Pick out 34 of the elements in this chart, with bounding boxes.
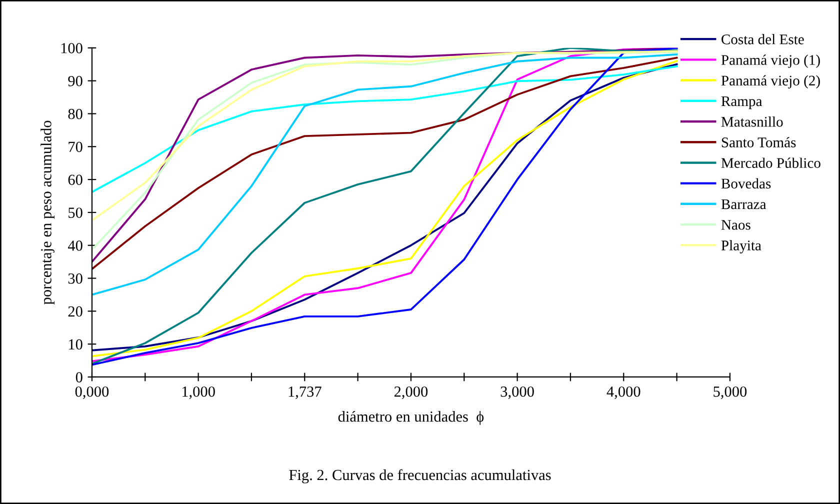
legend-label: Mercado Público bbox=[721, 158, 820, 168]
y-tick-label: 80 bbox=[68, 108, 82, 120]
legend-label: Barraza bbox=[721, 199, 766, 210]
y-tick-label: 20 bbox=[68, 306, 82, 317]
y-tick-label: 100 bbox=[61, 43, 82, 54]
y-tick-label: 40 bbox=[68, 240, 82, 251]
y-tick-label: 0 bbox=[76, 372, 82, 382]
y-tick-label: 30 bbox=[68, 273, 82, 284]
legend-label: Costa del Este bbox=[722, 34, 804, 44]
legend-label: Santo Tomás bbox=[722, 137, 796, 148]
legend-label: Bovedas bbox=[721, 178, 771, 189]
y-axis-title: porcentaje en peso acumulado bbox=[40, 120, 54, 304]
legend-label: Panamá viejo (1) bbox=[721, 54, 820, 68]
y-tick-label: 50 bbox=[68, 208, 82, 218]
legend-label: Rampa bbox=[721, 96, 762, 110]
x-tick-label: 1,000 bbox=[182, 386, 215, 399]
line-series bbox=[92, 65, 678, 194]
legend-label: Playita bbox=[721, 240, 762, 254]
x-tick-label: 4,000 bbox=[606, 386, 640, 399]
caption: Fig. 2. Curvas de frecuencias acumulativas bbox=[289, 469, 551, 484]
x-tick-label: 3,000 bbox=[500, 386, 534, 399]
x-tick-label: 5,000 bbox=[714, 386, 747, 399]
x-tick-label: 0,000 bbox=[75, 386, 109, 399]
x-tick-label: 1,737 bbox=[288, 386, 322, 399]
legend-label: Panamá viejo (2) bbox=[721, 75, 820, 88]
x-axis-title: diámetro en unidades ϕ bbox=[338, 410, 484, 425]
y-tick-label: 90 bbox=[68, 76, 82, 86]
y-tick-label: 60 bbox=[68, 174, 82, 185]
y-tick-label: 70 bbox=[68, 142, 82, 152]
x-tick-label: 2,000 bbox=[394, 386, 428, 399]
y-tick-label: 10 bbox=[69, 339, 82, 350]
legend-label: Naos bbox=[721, 220, 750, 230]
line-series bbox=[92, 50, 678, 222]
legend-label: Matasnillo bbox=[721, 116, 783, 127]
